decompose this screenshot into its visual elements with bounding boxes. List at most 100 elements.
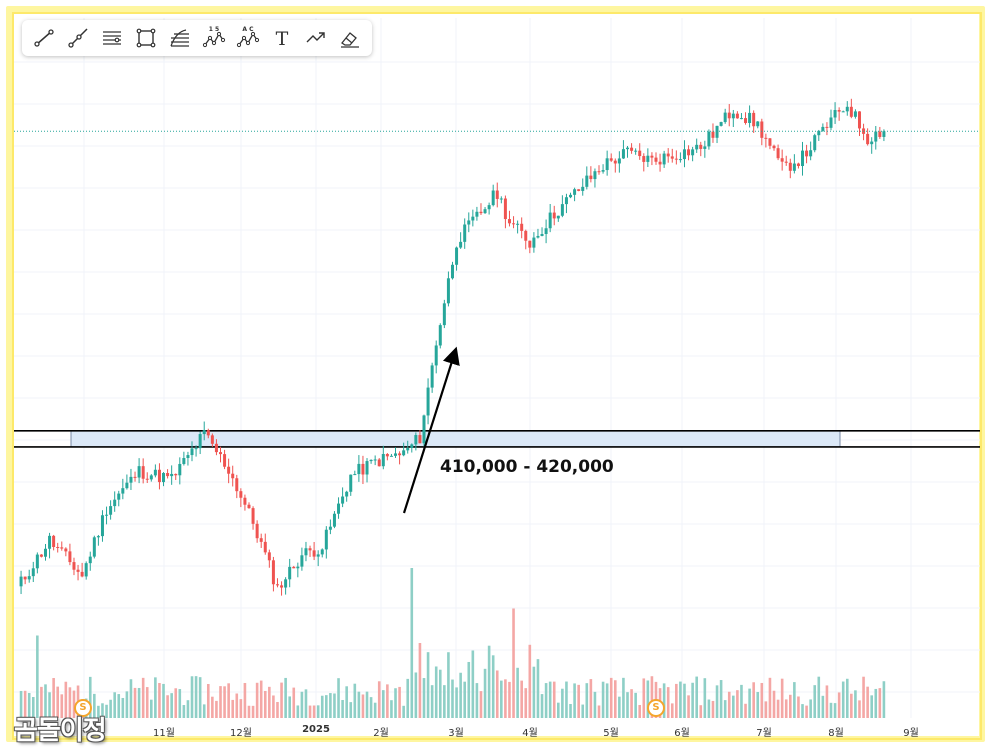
candle-body-127 — [532, 237, 536, 248]
eraser-tool[interactable] — [334, 23, 366, 53]
volume-bar-23 — [109, 699, 112, 718]
wave-15-tool[interactable]: 1 5 — [198, 23, 230, 53]
text-tool[interactable]: T — [266, 23, 298, 53]
candle-body-15 — [76, 569, 80, 572]
candle-199 — [825, 122, 829, 136]
candle-33 — [149, 474, 153, 482]
candle-body-193 — [801, 150, 805, 167]
volume-bar-35 — [158, 682, 161, 718]
volume-bar-58 — [251, 705, 255, 718]
x-tick-nov: 11월 — [153, 728, 175, 739]
candle-body-86 — [365, 461, 369, 475]
candle-121 — [507, 210, 511, 227]
candle-13 — [68, 543, 72, 566]
candle-140 — [585, 166, 589, 190]
candle-153 — [638, 143, 642, 160]
volume-bar-82 — [349, 702, 353, 718]
candle-body-45 — [198, 434, 202, 449]
volume-bar-3 — [27, 692, 31, 718]
candle-body-143 — [597, 171, 601, 173]
horizontal-lines-tool-icon — [103, 31, 121, 45]
volume-bar-32 — [145, 687, 149, 718]
candle-body-72 — [308, 548, 312, 551]
candle-124 — [520, 217, 524, 239]
dividend-badge-2[interactable]: S — [647, 699, 665, 717]
candle-body-166 — [691, 149, 695, 156]
candle-body-4 — [31, 568, 35, 577]
candle-7 — [43, 543, 47, 561]
fib-retracement-tool-icon — [170, 29, 189, 47]
volume-bar-37 — [166, 695, 169, 718]
candle-body-97 — [410, 444, 414, 448]
volume-bar-146 — [609, 677, 613, 718]
candle-151 — [630, 143, 634, 154]
volume-bar-182 — [756, 692, 760, 718]
candle-195 — [809, 141, 813, 161]
candle-body-44 — [194, 448, 198, 450]
volume-bar-150 — [626, 692, 629, 718]
candle-194 — [805, 144, 809, 164]
candle-157 — [654, 152, 658, 165]
candle-28 — [129, 468, 133, 490]
candle-body-212 — [878, 131, 882, 137]
candle-22 — [105, 506, 109, 525]
volume-bar-147 — [613, 680, 617, 718]
volume-bar-34 — [154, 677, 157, 718]
candle-body-8 — [48, 535, 52, 549]
candle-body-123 — [516, 223, 520, 225]
candle-body-87 — [369, 459, 373, 462]
volume-bar-123 — [516, 667, 519, 718]
candle-body-159 — [662, 153, 666, 165]
candle-68 — [292, 565, 296, 569]
forecast-arrow-tool[interactable] — [300, 23, 332, 53]
candle-117 — [491, 184, 495, 207]
volume-bar-90 — [382, 690, 385, 718]
candle-92 — [389, 453, 393, 457]
ray-line-tool[interactable] — [62, 23, 94, 53]
candle-161 — [670, 148, 674, 163]
fib-retracement-tool[interactable] — [164, 23, 196, 53]
candle-body-23 — [109, 506, 113, 515]
candle-body-64 — [275, 584, 279, 586]
volume-bar-105 — [443, 685, 446, 718]
candle-body-213 — [882, 131, 886, 137]
candle-173 — [719, 121, 723, 127]
candle-body-20 — [96, 536, 100, 538]
candle-body-135 — [564, 197, 568, 205]
candle-body-204 — [845, 106, 849, 112]
rectangle-tool[interactable] — [130, 23, 162, 53]
wave-ac-tool[interactable]: A C — [232, 23, 264, 53]
candle-body-24 — [113, 499, 117, 507]
candle-body-165 — [687, 149, 691, 156]
volume-bar-62 — [268, 686, 271, 718]
candle-102 — [430, 362, 434, 393]
candle-body-197 — [817, 130, 821, 136]
x-tick-apr: 4월 — [522, 728, 538, 739]
candle-167 — [695, 138, 699, 153]
x-tick-feb: 2월 — [373, 728, 389, 739]
candle-body-140 — [585, 175, 589, 187]
volume-bar-94 — [398, 686, 401, 718]
trend-line-tool[interactable] — [28, 23, 60, 53]
support-zone — [14, 430, 982, 448]
candle-147 — [613, 158, 617, 173]
volume-bar-202 — [837, 692, 841, 718]
volume-bar-74 — [316, 705, 320, 718]
candle-73 — [312, 541, 316, 561]
dividend-badge-1[interactable]: S — [74, 699, 92, 717]
candle-129 — [540, 227, 544, 237]
candle-45 — [198, 431, 202, 455]
volume-bar-89 — [377, 681, 381, 718]
svg-text:1 5: 1 5 — [209, 26, 219, 33]
candle-106 — [446, 271, 450, 307]
candle-135 — [564, 193, 568, 214]
horizontal-lines-tool[interactable] — [96, 23, 128, 53]
candle-body-117 — [491, 190, 495, 206]
volume-bar-51 — [223, 686, 226, 718]
candle-body-79 — [337, 503, 341, 514]
candle-150 — [626, 146, 629, 158]
candle-6 — [39, 554, 43, 558]
candle-body-38 — [170, 473, 174, 477]
volume-bar-101 — [426, 652, 430, 718]
